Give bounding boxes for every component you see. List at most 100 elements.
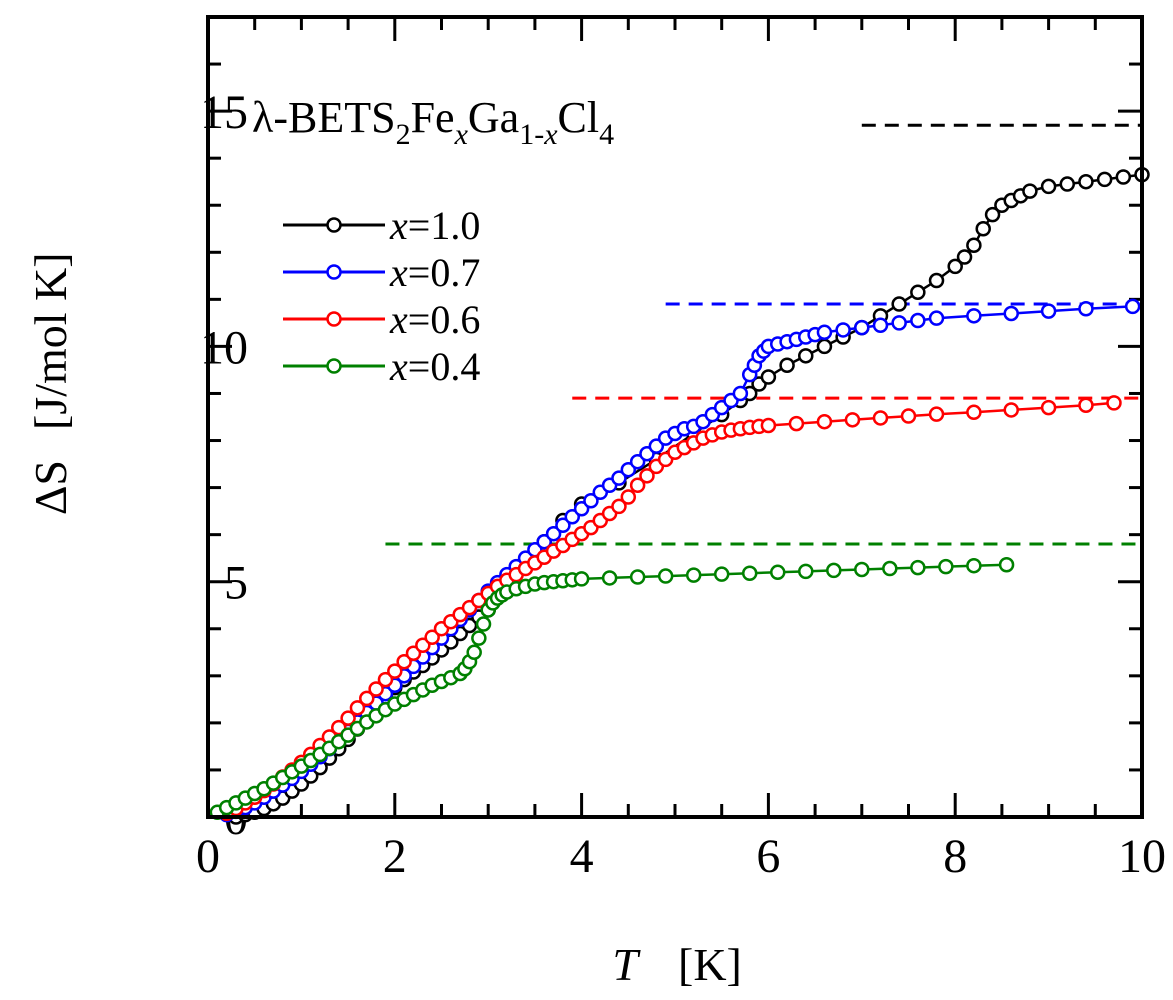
data-point <box>601 570 618 586</box>
legend-marker <box>326 264 342 280</box>
data-point <box>966 557 982 574</box>
data-point <box>891 315 907 331</box>
data-point <box>826 562 842 579</box>
title-part: 4 <box>599 118 614 151</box>
y-axis-symbol: ΔS <box>25 460 76 515</box>
x-tick-label: 2 <box>383 830 407 883</box>
data-point <box>928 310 945 326</box>
data-point <box>387 663 403 679</box>
data-point <box>732 385 749 402</box>
title-part: Fe <box>411 93 455 142</box>
data-point <box>947 258 963 275</box>
data-point <box>816 413 833 430</box>
title-part: x <box>543 118 558 151</box>
x-axis-unit: [K] <box>678 939 742 990</box>
x-axis-label: T [K] <box>612 939 741 990</box>
data-point <box>573 571 590 587</box>
data-point <box>872 410 889 426</box>
legend-marker <box>326 217 342 233</box>
data-point <box>928 272 945 289</box>
data-point <box>1078 301 1094 317</box>
data-point <box>872 317 889 333</box>
legend-item-x=0.4: x=0.4 <box>283 344 480 389</box>
title-part: Cl <box>558 93 600 142</box>
chart-title: λ-BETS2FexGa1-xCl4 <box>252 93 614 151</box>
data-point <box>396 653 412 670</box>
title-part: Ga <box>468 93 519 142</box>
legend-label: x=1.0 <box>389 203 480 248</box>
data-point <box>844 412 861 428</box>
x-tick-label: 4 <box>570 830 594 883</box>
data-point <box>816 324 833 341</box>
data-point <box>555 517 571 533</box>
data-point <box>611 470 627 486</box>
data-point <box>471 630 487 646</box>
legend-item-x=0.6: x=0.6 <box>283 297 480 342</box>
data-point <box>1106 395 1122 411</box>
data-point <box>1124 298 1141 315</box>
data-point <box>760 417 777 434</box>
data-point <box>1078 173 1094 190</box>
title-part: λ-BETS <box>252 93 396 142</box>
data-point <box>1078 397 1094 413</box>
data-point <box>854 561 870 578</box>
data-point <box>882 560 898 577</box>
legend: x=1.0x=0.7x=0.6x=0.4 <box>283 203 480 389</box>
data-point <box>657 568 674 584</box>
title-part: x <box>454 118 469 151</box>
data-point <box>788 415 805 432</box>
data-point <box>1003 402 1019 418</box>
data-point <box>359 690 375 707</box>
x-axis-symbol: T <box>612 939 641 990</box>
data-point <box>910 284 926 301</box>
data-point <box>816 338 833 355</box>
legend-label: x=0.4 <box>389 344 480 389</box>
data-point <box>891 296 907 312</box>
y-axis-label: ΔS [J/mol K] <box>25 252 76 515</box>
legend-label: x=0.7 <box>389 250 480 295</box>
data-point <box>966 308 982 324</box>
legend-marker <box>326 311 342 327</box>
data-point <box>1059 176 1076 192</box>
x-tick-label: 6 <box>756 830 780 883</box>
data-point <box>1040 399 1057 416</box>
data-point <box>956 249 973 265</box>
data-point <box>424 629 440 645</box>
series-x=0.4 <box>209 557 1015 821</box>
data-point <box>685 567 702 583</box>
y-tick-label: 5 <box>224 557 248 610</box>
data-point <box>466 644 482 661</box>
data-point <box>900 408 917 424</box>
data-point <box>1040 303 1057 319</box>
series-line <box>226 305 1133 816</box>
data-point <box>779 357 795 373</box>
data-point <box>629 477 646 493</box>
data-point <box>611 498 627 515</box>
data-point <box>629 569 646 585</box>
data-point <box>620 489 637 505</box>
legend-label: x=0.6 <box>389 297 480 342</box>
data-point <box>760 369 777 385</box>
data-point <box>545 525 562 542</box>
data-point <box>1003 305 1019 322</box>
y-axis-unit: [J/mol K] <box>25 252 76 430</box>
x-tick-label: 8 <box>943 830 967 883</box>
data-point <box>835 322 851 338</box>
data-point <box>928 406 945 422</box>
data-point <box>910 559 926 576</box>
data-point <box>998 557 1015 573</box>
data-point <box>583 493 599 509</box>
data-point <box>713 566 730 582</box>
data-point <box>769 564 786 581</box>
plot-frame <box>206 15 1144 819</box>
data-point <box>966 237 982 253</box>
data-point <box>798 563 814 580</box>
x-tick-label: 10 <box>1118 830 1166 883</box>
data-point <box>349 700 366 716</box>
data-point <box>639 468 655 484</box>
data-point <box>975 221 991 237</box>
data-point <box>966 404 982 421</box>
data-series <box>209 166 1150 825</box>
data-point <box>1040 178 1057 195</box>
